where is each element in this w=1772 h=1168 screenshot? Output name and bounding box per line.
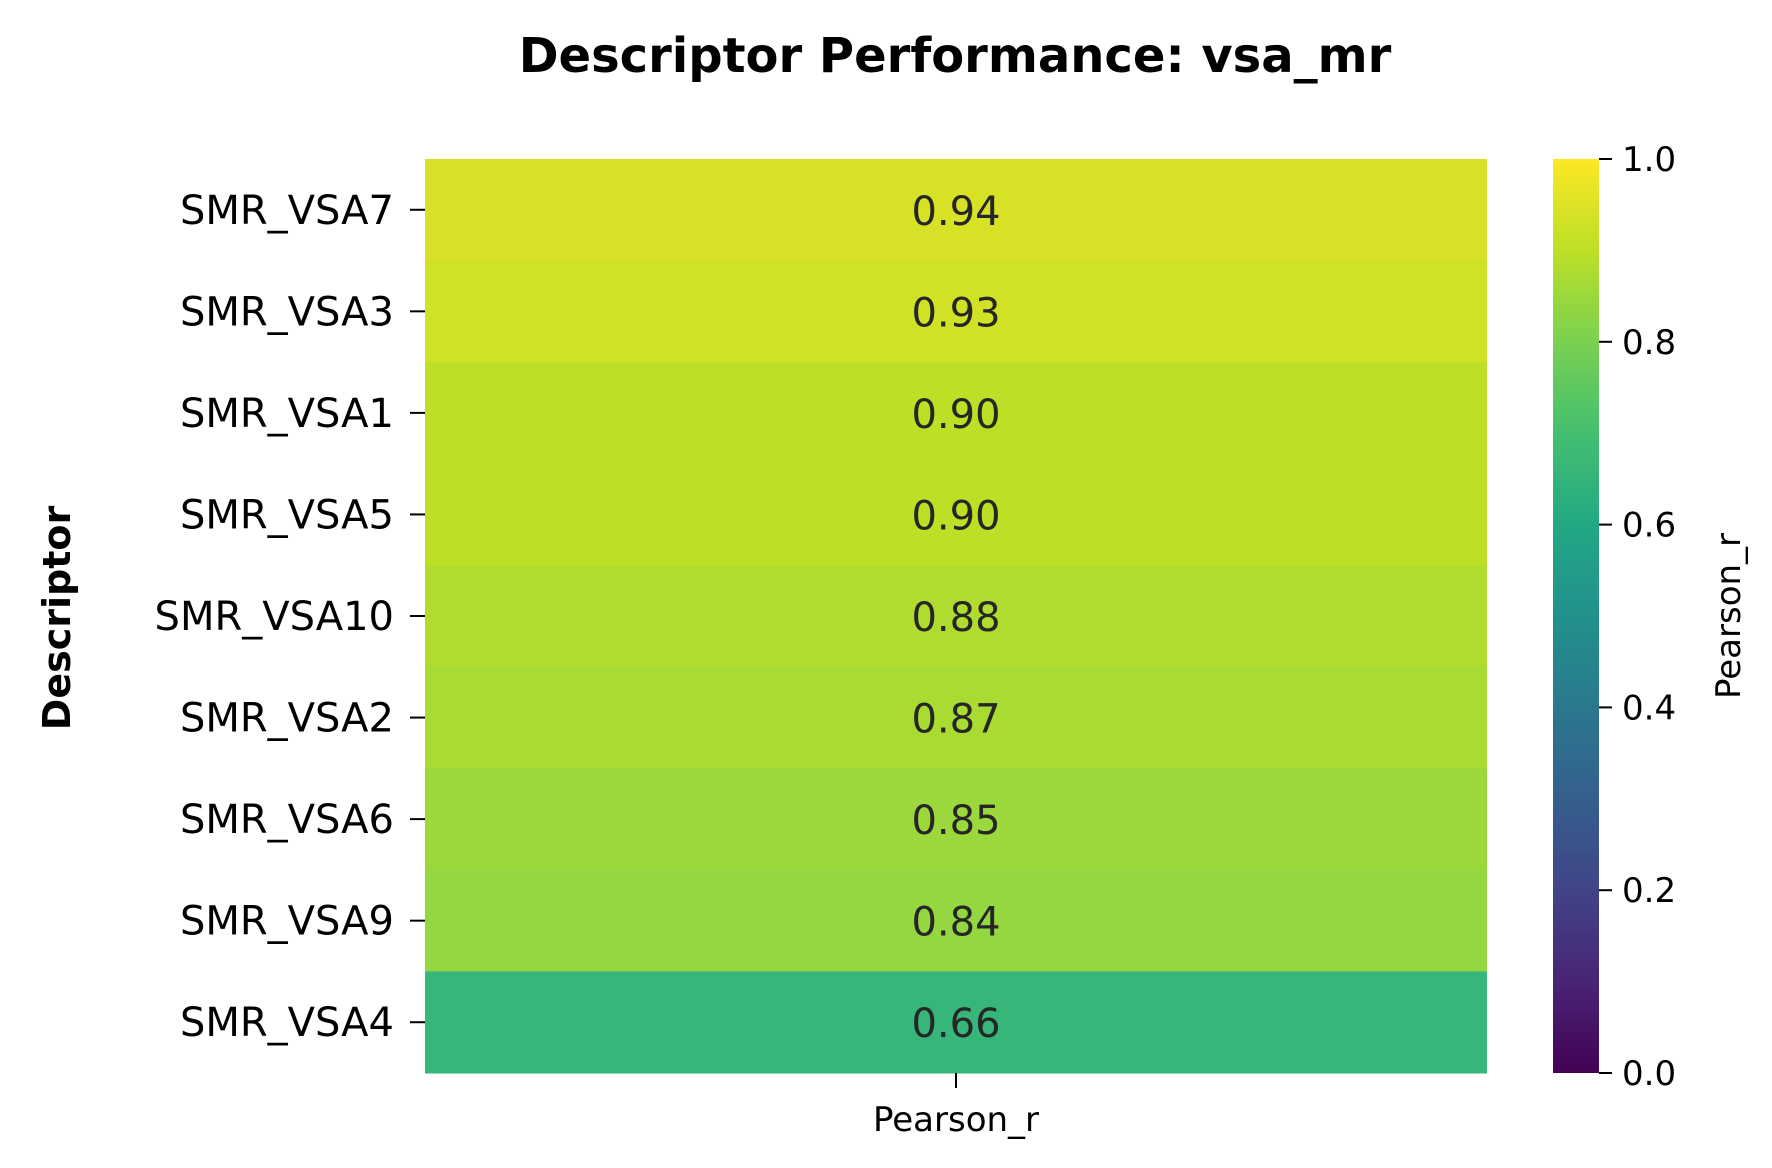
colorbar-gradient	[1553, 159, 1599, 1073]
heatmap-cell	[425, 463, 1487, 566]
colorbar-tick-label: 0.0	[1622, 1054, 1676, 1094]
column-labels: Pearson_r	[873, 1073, 1039, 1140]
colorbar-label: Pearson_r	[1709, 533, 1749, 699]
heatmap-cell	[425, 565, 1487, 668]
cell-value-label: 0.84	[911, 900, 1000, 946]
cell-value-label: 0.93	[911, 290, 1000, 336]
y-axis-label: Descriptor	[35, 506, 79, 731]
chart-title: Descriptor Performance: vsa_mr	[519, 28, 1392, 84]
cell-value-label: 0.88	[911, 595, 1000, 641]
row-label: SMR_VSA6	[180, 797, 394, 843]
cell-value-label: 0.85	[911, 798, 1000, 844]
row-label: SMR_VSA9	[180, 899, 394, 945]
heatmap-cell	[425, 260, 1487, 363]
colorbar: 0.0 0.2 0.4 0.6 0.8 1.0 Pearson_r	[1553, 140, 1749, 1094]
heatmap-cell	[425, 362, 1487, 465]
row-label: SMR_VSA5	[180, 492, 394, 538]
row-label: SMR_VSA10	[155, 594, 394, 640]
row-label: SMR_VSA1	[180, 391, 394, 437]
colorbar-tick-label: 0.8	[1622, 323, 1676, 363]
colorbar-tick-label: 0.4	[1622, 688, 1676, 728]
heatmap-cell	[425, 159, 1487, 262]
heatmap-cell	[425, 768, 1487, 871]
row-labels: SMR_VSA7 SMR_VSA3 SMR_VSA1 SMR_VSA5 SMR_VSA1…	[155, 188, 425, 1046]
row-label: SMR_VSA3	[180, 289, 394, 335]
row-label: SMR_VSA2	[180, 696, 394, 742]
cell-value-label: 0.66	[911, 1001, 1000, 1047]
row-label: SMR_VSA4	[180, 1000, 394, 1046]
cell-value-label: 0.94	[911, 189, 1000, 235]
column-label: Pearson_r	[873, 1100, 1039, 1140]
row-label: SMR_VSA7	[180, 188, 394, 234]
colorbar-tick-label: 1.0	[1622, 140, 1676, 180]
heatmap-cell	[425, 869, 1487, 972]
colorbar-ticks: 0.0 0.2 0.4 0.6 0.8 1.0	[1599, 140, 1676, 1094]
heatmap-cell	[425, 971, 1487, 1074]
heatmap-cell	[425, 666, 1487, 769]
heatmap-cells: 0.94 0.93 0.90 0.90 0.88 0.87 0.85 0.84 0.66	[425, 159, 1487, 1074]
colorbar-tick-label: 0.6	[1622, 506, 1676, 546]
cell-value-label: 0.87	[911, 697, 1000, 743]
cell-value-label: 0.90	[911, 392, 1000, 438]
cell-value-label: 0.90	[911, 493, 1000, 539]
colorbar-tick-label: 0.2	[1622, 871, 1676, 911]
